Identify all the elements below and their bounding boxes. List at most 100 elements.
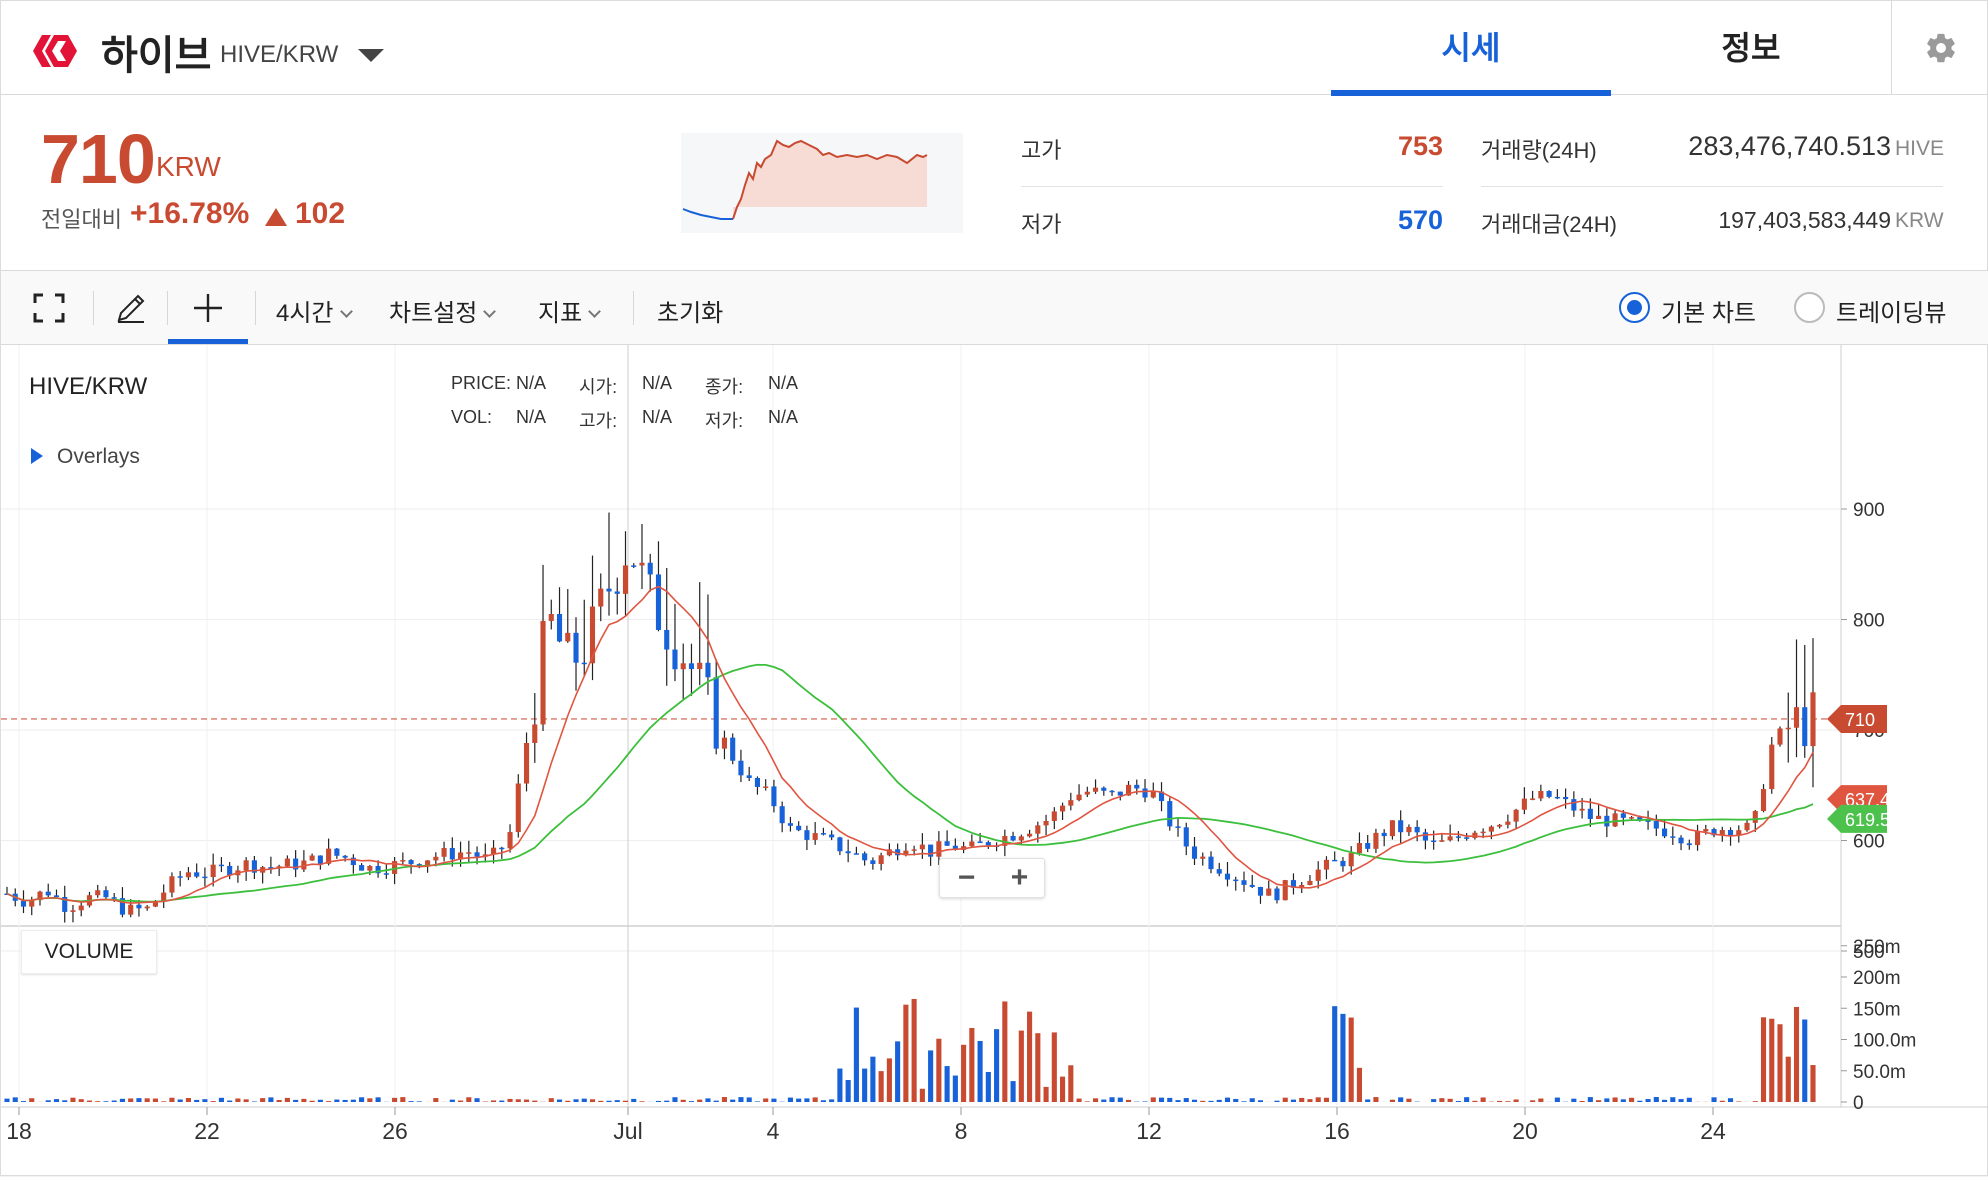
candle-body: [945, 841, 950, 845]
interval-dropdown[interactable]: 4시간: [276, 293, 351, 328]
volume-bar: [920, 1089, 925, 1102]
price-chart[interactable]: 500600700800900050.0m100.0m150m200m250m1…: [1, 345, 1988, 1177]
basic-chart-radio[interactable]: 기본 차트: [1619, 293, 1756, 328]
indicators-dropdown[interactable]: 지표: [538, 293, 599, 328]
coin-pair: HIVE/KRW: [220, 41, 338, 69]
candle-body: [788, 823, 793, 826]
drawing-button[interactable]: [101, 271, 161, 345]
tab-info[interactable]: 정보: [1611, 1, 1891, 95]
triangle-right-icon: [31, 448, 43, 464]
volume-bar: [1761, 1017, 1766, 1102]
volume-bar: [153, 1099, 158, 1102]
candle-body: [1439, 840, 1444, 842]
candle-body: [1786, 728, 1791, 730]
volume-bar: [235, 1098, 240, 1102]
candle-body: [1060, 806, 1065, 812]
price-info-value: N/A: [516, 373, 546, 394]
candle-body: [763, 786, 768, 788]
overlays-toggle[interactable]: Overlays: [31, 445, 140, 469]
volume-bar: [524, 1100, 529, 1102]
volume-bar: [1241, 1101, 1246, 1102]
pair-dropdown-icon[interactable]: [358, 49, 384, 62]
candle-body: [565, 633, 570, 642]
volume-bar: [136, 1098, 141, 1102]
candle-body: [1217, 869, 1222, 874]
low-info-value: N/A: [768, 407, 798, 428]
x-tick-label: 8: [955, 1118, 968, 1144]
candle-body: [1588, 809, 1593, 819]
chart-settings-dropdown[interactable]: 차트설정: [389, 293, 494, 328]
candle-body: [1085, 792, 1090, 795]
candle-body: [1580, 809, 1585, 811]
ma-long-line: [7, 665, 1813, 902]
candle-body: [219, 865, 224, 867]
volume-bar: [458, 1101, 463, 1102]
zoom-in-button[interactable]: +: [993, 859, 1046, 899]
volume-bar: [1126, 1100, 1131, 1102]
settings-button[interactable]: [1891, 1, 1988, 95]
volume-bar: [1456, 1101, 1461, 1102]
volume-bar: [474, 1098, 479, 1102]
volume-bar: [1291, 1100, 1296, 1102]
divider: [167, 291, 168, 325]
trade-value-label: 거래대금(24H): [1481, 207, 1617, 239]
candle-body: [1266, 889, 1271, 896]
divider: [1481, 186, 1943, 187]
volume-bar: [722, 1097, 727, 1102]
current-price: 710: [41, 119, 155, 199]
volume-bar: [343, 1100, 348, 1102]
chevron-down-icon: [588, 305, 601, 318]
reset-button[interactable]: 초기화: [657, 293, 723, 328]
candle-body: [771, 786, 776, 806]
high-info-label: 고가:: [579, 407, 617, 433]
candle-body: [79, 906, 84, 911]
candle-body: [1431, 841, 1436, 843]
volume-bar: [1109, 1097, 1114, 1102]
zoom-out-button[interactable]: −: [940, 859, 993, 899]
candle-body: [1761, 789, 1766, 811]
fullscreen-button[interactable]: [19, 271, 79, 345]
candle-body: [1019, 836, 1024, 840]
candle-body: [1398, 820, 1403, 832]
candle-body: [829, 834, 834, 837]
candle-body: [705, 663, 710, 678]
volume-bar: [1274, 1101, 1279, 1102]
volume-bar: [293, 1100, 298, 1102]
tradingview-radio[interactable]: 트레이딩뷰: [1794, 293, 1946, 328]
candle-body: [780, 806, 785, 823]
volume-bar: [1316, 1097, 1321, 1102]
candle-body: [1175, 826, 1180, 828]
volume-bar: [1753, 1101, 1758, 1102]
volume-bar: [1002, 1001, 1007, 1102]
volume-bar: [1530, 1100, 1535, 1102]
volume-bar: [1571, 1099, 1576, 1102]
candle-body: [136, 905, 141, 909]
volume-bar: [1208, 1101, 1213, 1102]
volume-bar: [714, 1101, 719, 1102]
tab-quote[interactable]: 시세: [1331, 1, 1611, 95]
candle-body: [623, 565, 628, 593]
volume-bar: [1258, 1100, 1263, 1102]
candle-body: [1052, 811, 1057, 821]
candle-body: [1810, 692, 1815, 746]
volume-bar: [1349, 1018, 1354, 1102]
volume-bar: [1192, 1100, 1197, 1102]
candle-body: [285, 859, 290, 867]
candle-body: [1629, 817, 1634, 819]
candle-body: [854, 853, 859, 855]
change-amount: 102: [295, 197, 345, 231]
volume-label: 거래량(24H): [1481, 133, 1597, 165]
trade-value-unit: KRW: [1895, 209, 1944, 233]
chart-toolbar: 4시간 차트설정 지표 초기화 기본 차트 트레이딩뷰: [1, 271, 1988, 345]
candle-body: [46, 892, 51, 896]
volume-bar: [590, 1099, 595, 1102]
candle-body: [202, 877, 207, 879]
crosshair-button[interactable]: [175, 271, 241, 345]
price-info-label: PRICE:: [451, 373, 511, 394]
candle-body: [384, 873, 389, 875]
low-value: 570: [1301, 205, 1443, 236]
candle-body: [1192, 846, 1197, 858]
volume-bar: [1810, 1065, 1815, 1102]
candle-body: [367, 866, 372, 871]
candle-body: [928, 845, 933, 857]
